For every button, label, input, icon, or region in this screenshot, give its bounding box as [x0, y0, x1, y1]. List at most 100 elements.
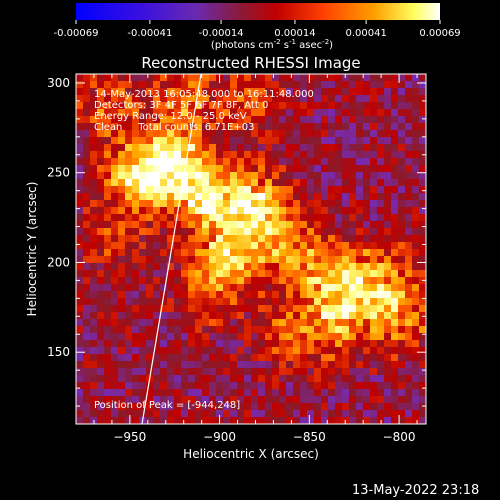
heatmap-cell	[391, 312, 399, 320]
heatmap-cell	[272, 368, 280, 376]
heatmap-cell	[377, 88, 385, 96]
heatmap	[76, 74, 426, 424]
heatmap-cell	[76, 249, 84, 257]
heatmap-cell	[216, 249, 224, 257]
heatmap-cell	[111, 74, 119, 82]
heatmap-cell	[118, 277, 126, 285]
heatmap-cell	[216, 221, 224, 229]
heatmap-cell	[321, 116, 329, 124]
heatmap-cell	[153, 319, 161, 327]
heatmap-cell	[83, 200, 91, 208]
heatmap-cell	[412, 95, 420, 103]
heatmap-cell	[307, 214, 315, 222]
heatmap-cell	[118, 179, 126, 187]
heatmap-cell	[279, 186, 287, 194]
heatmap-cell	[153, 74, 161, 82]
heatmap-cell	[307, 179, 315, 187]
heatmap-cell	[104, 74, 112, 82]
heatmap-cell	[230, 179, 238, 187]
heatmap-cell	[90, 235, 98, 243]
heatmap-cell	[139, 319, 147, 327]
heatmap-cell	[398, 130, 406, 138]
heatmap-cell	[300, 340, 308, 348]
heatmap-cell	[279, 333, 287, 341]
heatmap-cell	[377, 340, 385, 348]
heatmap-cell	[356, 263, 364, 271]
heatmap-cell	[216, 326, 224, 334]
heatmap-cell	[146, 256, 154, 264]
heatmap-cell	[293, 88, 301, 96]
heatmap-cell	[398, 291, 406, 299]
heatmap-cell	[356, 305, 364, 313]
heatmap-cell	[307, 228, 315, 236]
heatmap-cell	[216, 137, 224, 145]
heatmap-cell	[279, 389, 287, 397]
heatmap-cell	[384, 109, 392, 117]
heatmap-cell	[377, 382, 385, 390]
heatmap-cell	[370, 298, 378, 306]
heatmap-cell	[286, 130, 294, 138]
heatmap-cell	[111, 130, 119, 138]
heatmap-cell	[90, 228, 98, 236]
heatmap-cell	[293, 403, 301, 411]
heatmap-cell	[83, 291, 91, 299]
heatmap-cell	[139, 165, 147, 173]
heatmap-cell	[349, 347, 357, 355]
heatmap-cell	[335, 305, 343, 313]
heatmap-cell	[244, 333, 252, 341]
heatmap-cell	[237, 235, 245, 243]
heatmap-cell	[251, 186, 259, 194]
heatmap-cell	[167, 263, 175, 271]
heatmap-cell	[265, 235, 273, 243]
heatmap-cell	[398, 319, 406, 327]
heatmap-cell	[223, 144, 231, 152]
heatmap-cell	[391, 298, 399, 306]
heatmap-cell	[125, 361, 133, 369]
heatmap-cell	[111, 312, 119, 320]
heatmap-cell	[83, 207, 91, 215]
heatmap-cell	[244, 179, 252, 187]
heatmap-cell	[377, 228, 385, 236]
heatmap-cell	[314, 116, 322, 124]
heatmap-cell	[258, 95, 266, 103]
heatmap-cell	[153, 403, 161, 411]
heatmap-cell	[370, 277, 378, 285]
heatmap-cell	[307, 375, 315, 383]
heatmap-cell	[111, 242, 119, 250]
heatmap-cell	[174, 221, 182, 229]
heatmap-cell	[398, 403, 406, 411]
heatmap-cell	[349, 284, 357, 292]
heatmap-cell	[391, 256, 399, 264]
heatmap-cell	[272, 417, 280, 424]
heatmap-cell	[139, 158, 147, 166]
heatmap-cell	[349, 361, 357, 369]
heatmap-cell	[398, 109, 406, 117]
heatmap-cell	[223, 340, 231, 348]
heatmap-cell	[139, 137, 147, 145]
heatmap-cell	[370, 326, 378, 334]
heatmap-cell	[223, 214, 231, 222]
heatmap-cell	[223, 403, 231, 411]
heatmap-cell	[83, 179, 91, 187]
heatmap-cell	[279, 116, 287, 124]
heatmap-cell	[104, 417, 112, 424]
heatmap-cell	[188, 389, 196, 397]
heatmap-cell	[97, 200, 105, 208]
heatmap-cell	[90, 151, 98, 159]
heatmap-cell	[300, 298, 308, 306]
heatmap-cell	[90, 95, 98, 103]
heatmap-cell	[188, 221, 196, 229]
heatmap-cell	[398, 410, 406, 418]
heatmap-cell	[209, 200, 217, 208]
heatmap-cell	[230, 116, 238, 124]
heatmap-cell	[97, 172, 105, 180]
heatmap-cell	[307, 396, 315, 404]
heatmap-cell	[251, 270, 259, 278]
heatmap-cell	[265, 256, 273, 264]
heatmap-cell	[244, 417, 252, 424]
heatmap-cell	[83, 298, 91, 306]
heatmap-cell	[377, 354, 385, 362]
heatmap-cell	[405, 207, 413, 215]
heatmap-cell	[132, 109, 140, 117]
heatmap-cell	[398, 326, 406, 334]
